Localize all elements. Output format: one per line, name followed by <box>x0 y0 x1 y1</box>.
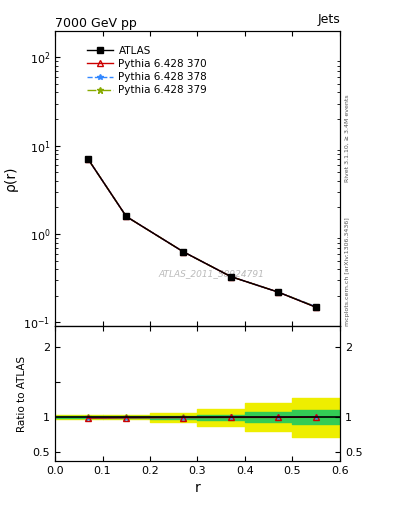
X-axis label: r: r <box>195 481 200 495</box>
Text: Jets: Jets <box>317 13 340 26</box>
Text: Rivet 3.1.10, ≥ 3.4M events: Rivet 3.1.10, ≥ 3.4M events <box>345 94 349 182</box>
Text: 7000 GeV pp: 7000 GeV pp <box>55 16 137 30</box>
Legend: ATLAS, Pythia 6.428 370, Pythia 6.428 378, Pythia 6.428 379: ATLAS, Pythia 6.428 370, Pythia 6.428 37… <box>83 42 211 99</box>
Y-axis label: ρ(r): ρ(r) <box>4 166 18 191</box>
Text: ATLAS_2011_S8924791: ATLAS_2011_S8924791 <box>159 269 264 278</box>
Text: mcplots.cern.ch [arXiv:1306.3436]: mcplots.cern.ch [arXiv:1306.3436] <box>345 217 349 326</box>
Y-axis label: Ratio to ATLAS: Ratio to ATLAS <box>17 355 27 432</box>
